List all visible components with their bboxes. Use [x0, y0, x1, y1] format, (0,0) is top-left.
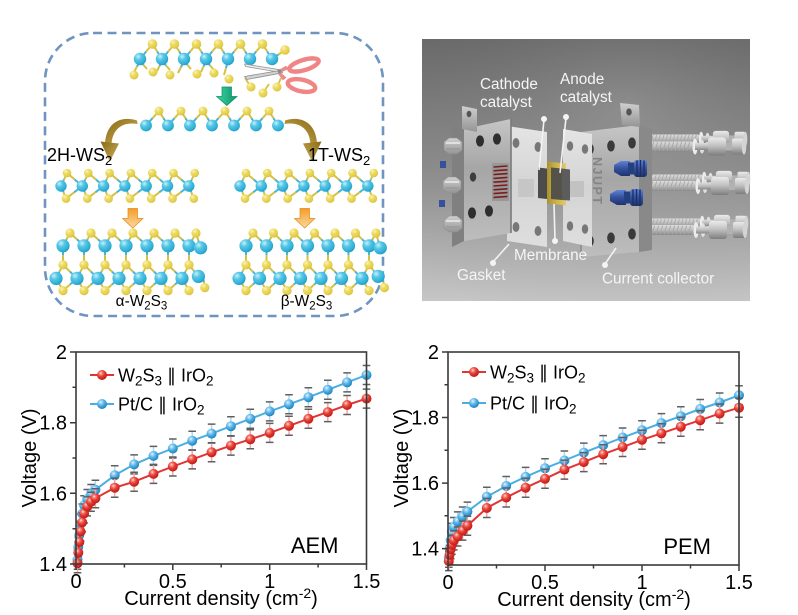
svg-text:Current collector: Current collector	[602, 271, 714, 288]
svg-text:Voltage (V): Voltage (V)	[19, 409, 41, 508]
svg-text:1.5: 1.5	[725, 572, 753, 594]
svg-text:catalyst: catalyst	[560, 89, 613, 106]
svg-text:1.8: 1.8	[411, 408, 439, 430]
svg-text:2: 2	[428, 342, 439, 364]
svg-text:1: 1	[636, 572, 647, 594]
svg-text:W2S3 ∥ IrO2: W2S3 ∥ IrO2	[118, 366, 214, 389]
svg-text:Membrane: Membrane	[514, 247, 587, 264]
svg-text:1T-WS2: 1T-WS2	[308, 145, 370, 168]
svg-text:Cathode: Cathode	[480, 76, 538, 93]
svg-text:1.6: 1.6	[39, 483, 67, 505]
svg-text:1.6: 1.6	[411, 473, 439, 495]
svg-text:PEM: PEM	[663, 534, 711, 559]
svg-text:α-W2S3: α-W2S3	[116, 293, 168, 313]
svg-text:2H-WS2: 2H-WS2	[47, 145, 112, 168]
svg-text:Current density (cm-2): Current density (cm-2)	[124, 585, 318, 610]
svg-text:0: 0	[70, 571, 81, 593]
svg-text:Pt/C ∥ IrO2: Pt/C ∥ IrO2	[118, 395, 205, 418]
svg-text:0.5: 0.5	[159, 571, 187, 593]
svg-text:1.4: 1.4	[39, 554, 67, 576]
svg-text:Gasket: Gasket	[457, 267, 506, 284]
svg-text:1: 1	[264, 571, 275, 593]
svg-text:1.5: 1.5	[353, 571, 381, 593]
svg-text:1.8: 1.8	[39, 413, 67, 435]
svg-text:W2S3 ∥ IrO2: W2S3 ∥ IrO2	[490, 363, 586, 386]
svg-text:0.5: 0.5	[531, 572, 559, 594]
svg-text:Anode: Anode	[560, 71, 604, 88]
svg-text:2: 2	[56, 342, 67, 364]
svg-text:catalyst: catalyst	[480, 94, 533, 111]
svg-text:Voltage (V): Voltage (V)	[391, 409, 413, 508]
svg-text:NJUPT: NJUPT	[590, 157, 604, 205]
svg-text:1.4: 1.4	[411, 539, 439, 561]
svg-text:β-W2S3: β-W2S3	[281, 293, 333, 313]
svg-text:Pt/C ∥ IrO2: Pt/C ∥ IrO2	[490, 394, 577, 417]
svg-text:Current density (cm-2): Current density (cm-2)	[497, 586, 691, 611]
svg-text:0: 0	[442, 572, 453, 594]
svg-text:AEM: AEM	[291, 533, 339, 558]
